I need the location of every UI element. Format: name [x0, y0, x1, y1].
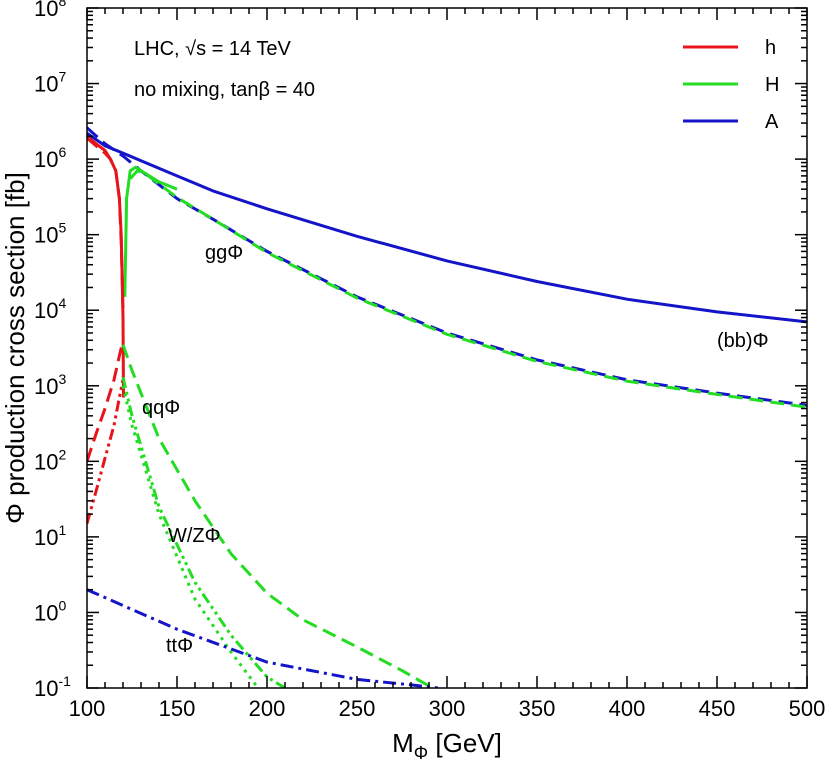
label-bb: (bb)Φ — [717, 330, 769, 352]
y-tick-label: 10-1 — [34, 673, 71, 701]
series-A-gg — [87, 126, 807, 407]
x-tick-label: 500 — [789, 696, 826, 721]
series-H-gg — [129, 169, 807, 409]
y-tick-label: 106 — [34, 144, 66, 172]
legend-label-A: A — [765, 111, 779, 133]
y-axis-title: Φ production cross section [fb] — [0, 172, 30, 524]
label-gg: ggΦ — [205, 242, 243, 264]
y-tick-label: 104 — [34, 295, 66, 323]
series-H-wz — [121, 376, 286, 688]
annotation-mixing: no mixing, tanβ = 40 — [134, 79, 315, 101]
label-tt: ttΦ — [166, 635, 193, 657]
series-A-bb — [87, 131, 807, 324]
label-qq: qqΦ — [142, 397, 180, 419]
legend-label-h: h — [765, 37, 776, 59]
series-h-gg — [87, 136, 125, 311]
label-wz: W/ZΦ — [168, 525, 221, 547]
tick-layer: 100 150 200 250 300 350 400 450 50010-1100101102… — [34, 0, 825, 721]
y-tick-label: 101 — [34, 522, 66, 550]
legend-label-H: H — [765, 74, 779, 96]
x-axis-title: MΦ [GeV] — [392, 728, 502, 763]
legend: h H A — [683, 37, 779, 133]
annotation-group: LHC, √s = 14 TeV no mixing, tanβ = 40 gg… — [134, 38, 769, 657]
plot-frame — [86, 7, 808, 689]
curve-layer — [87, 126, 807, 688]
series-h-qq — [87, 339, 125, 462]
series-A-tt — [87, 588, 439, 688]
y-tick-label: 108 — [34, 0, 66, 21]
y-tick-label: 105 — [34, 220, 66, 248]
y-tick-label: 100 — [34, 597, 66, 625]
y-tick-label: 102 — [34, 446, 66, 474]
series-H-wz-dot — [121, 385, 260, 688]
series-h-wz — [87, 379, 125, 525]
y-tick-label: 103 — [34, 371, 66, 399]
annotation-energy: LHC, √s = 14 TeV — [134, 38, 291, 60]
series-H-qq — [121, 344, 434, 688]
x-tick-label: 450 — [699, 696, 736, 721]
x-tick-label: 100 — [69, 696, 106, 721]
x-tick-label: 200 — [249, 696, 286, 721]
y-tick-label: 107 — [34, 69, 66, 97]
series-H-bb — [123, 165, 178, 297]
x-tick-label: 150 — [159, 696, 196, 721]
x-tick-label: 300 — [429, 696, 466, 721]
x-tick-label: 350 — [519, 696, 556, 721]
x-tick-label: 250 — [339, 696, 376, 721]
x-tick-label: 400 — [609, 696, 646, 721]
